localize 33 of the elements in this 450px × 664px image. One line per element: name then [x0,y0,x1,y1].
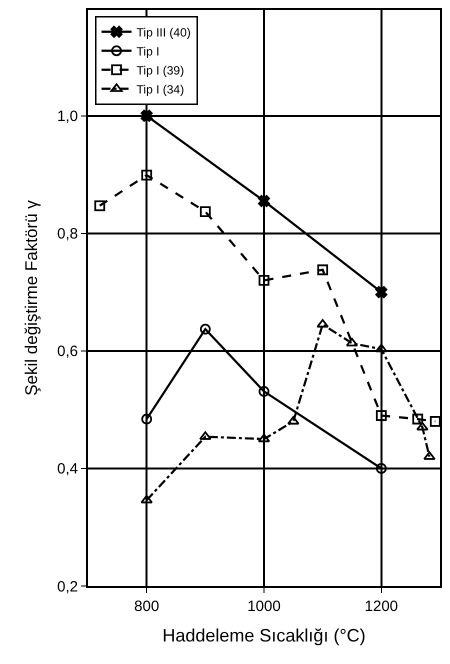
point [141,414,152,424]
point [140,110,153,122]
legend-label: Tip I [136,44,160,58]
point [416,422,428,430]
y-tick-label: 1,0 [57,108,78,126]
point [200,206,211,217]
x-tick-label: 800 [134,598,160,615]
point [430,416,440,427]
x-tick-label: 1000 [247,598,281,615]
y-tick-label: 0,6 [57,343,78,360]
x-tick-label: 1200 [364,598,398,615]
point [200,324,211,335]
point [317,264,328,276]
point [287,416,300,425]
point [316,319,329,328]
legend-label: Tip III (40) [136,25,191,40]
point [140,494,153,504]
legend-label: Tip I (34) [136,82,184,96]
y-axis-title: Şekil değiştirme Faktörü γ [22,200,42,396]
y-tick-label: 0,8 [57,226,78,243]
point [258,195,270,208]
point [375,286,388,298]
point [258,274,270,286]
point [199,431,212,440]
point [412,414,424,424]
y-tick-label: 0,2 [57,578,78,596]
point [258,386,270,397]
point [141,170,152,181]
point [376,410,387,421]
y-tick-label: 0,4 [57,460,78,478]
x-axis-title: Haddeleme Sıcaklığı (°C) [162,626,366,646]
point [94,200,106,212]
legend-label: Tip I (39) [136,63,184,78]
